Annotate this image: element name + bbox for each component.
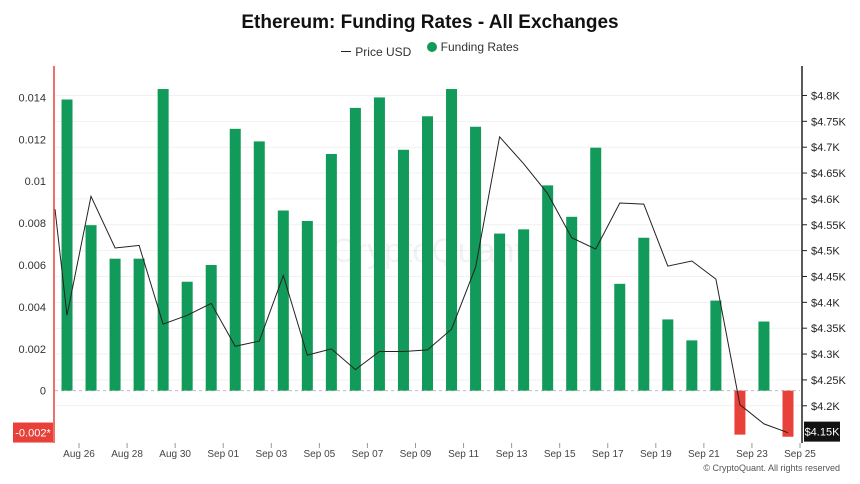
left-axis-tick-label: 0.002 [18,344,46,356]
funding-rate-bar [758,321,770,391]
x-axis-tick-label: Sep 07 [352,449,384,460]
funding-rate-bar [253,141,265,391]
funding-rate-bar [470,126,482,391]
funding-rate-bar [734,390,746,435]
legend-line-swatch [341,51,352,52]
funding-rate-bar [181,281,193,391]
left-axis-tick-label: 0.006 [18,260,46,272]
funding-rate-bar [301,220,313,391]
x-axis-tick-label: Sep 01 [207,449,239,460]
x-axis-tick-label: Aug 30 [159,449,191,460]
funding-rate-bar [638,237,650,391]
right-axis-tick-label: $4.5K [811,246,840,258]
funding-rate-bar [205,264,217,391]
left-axis-marker-label: -0.002* [15,428,51,440]
funding-rate-bar [662,319,674,391]
right-axis-tick-label: $4.3K [811,349,840,361]
x-axis-tick-label: Sep 11 [448,449,479,460]
right-axis-tick-label: $4.2K [811,401,840,413]
funding-rate-bar [109,258,121,391]
price-line [54,135,789,434]
right-axis-tick-label: $4.4K [811,297,840,309]
funding-rate-bar [782,390,794,437]
funding-rate-bar [494,233,506,391]
copyright-footer: © CryptoQuant. All rights reserved [703,463,840,473]
funding-rate-bar [373,97,385,391]
x-axis-tick-label: Sep 21 [688,449,720,460]
right-axis-tick-label: $4.25K [811,375,847,387]
x-axis-tick-label: Sep 05 [304,449,336,460]
funding-rate-bar [85,225,97,391]
legend-label-funding: Funding Rates [440,40,519,54]
left-axis-tick-label: 0.004 [18,302,46,314]
x-axis-tick-label: Sep 13 [496,449,528,460]
right-axis-tick-label: $4.6K [811,194,840,206]
left-axis-tick-label: 0.008 [18,218,46,230]
chart-title: Ethereum: Funding Rates - All Exchanges [241,12,619,33]
funding-rate-bar [422,116,433,391]
right-axis-marker [804,421,840,442]
x-axis-tick-label: Sep 15 [544,449,576,460]
left-axis-tick-label: 0.012 [18,134,46,146]
chart-legend: Price USD Funding Rates [0,40,860,59]
funding-rate-bar [590,147,602,391]
funding-rate-bar [566,216,578,391]
funding-rate-bar [61,99,73,391]
x-axis-tick-label: Sep 19 [640,449,672,460]
legend-item-funding[interactable]: Funding Rates [426,40,519,54]
right-axis-tick-label: $4.35K [811,323,847,335]
x-axis-tick-label: Sep 17 [592,449,624,460]
funding-rate-bar [542,185,554,391]
right-axis-tick-label: $4.8K [811,90,840,102]
funding-rate-bar [614,283,626,391]
x-axis-tick-label: Aug 28 [111,449,143,460]
right-axis-tick-label: $4.7K [811,142,840,154]
funding-rate-bar [325,153,337,391]
left-axis-marker [13,422,53,443]
funding-rate-bar [710,300,722,391]
left-axis-tick-label: 0.014 [18,92,46,104]
x-axis-tick-label: Sep 03 [255,449,287,460]
funding-rate-bar [157,89,169,391]
x-axis-tick-label: Sep 09 [400,449,432,460]
funding-rate-bar [229,128,241,391]
funding-rate-bar [349,107,361,391]
legend-label-price: Price USD [355,44,412,59]
right-axis-marker-label: $4.15K [805,427,841,439]
legend-dot-swatch [426,42,437,52]
funding-rate-bar [518,229,530,391]
legend-item-price[interactable]: Price USD [341,45,411,59]
left-axis-tick-label: 0 [40,386,46,398]
funding-rate-bar [133,258,145,391]
x-axis-tick-label: Sep 25 [784,449,816,460]
x-axis-tick-label: Sep 23 [736,449,768,460]
right-axis-tick-label: $4.45K [811,271,847,283]
funding-rate-bar [277,210,289,391]
right-axis-tick-label: $4.75K [811,116,847,128]
right-axis-tick-label: $4.55K [811,220,847,232]
right-axis-tick-label: $4.65K [811,168,847,180]
funding-rate-bar [686,340,698,391]
funding-rate-bar [446,89,458,391]
x-axis-tick-label: Aug 26 [63,449,95,460]
left-axis-tick-label: 0.01 [25,176,46,188]
funding-rate-bar [397,149,409,391]
